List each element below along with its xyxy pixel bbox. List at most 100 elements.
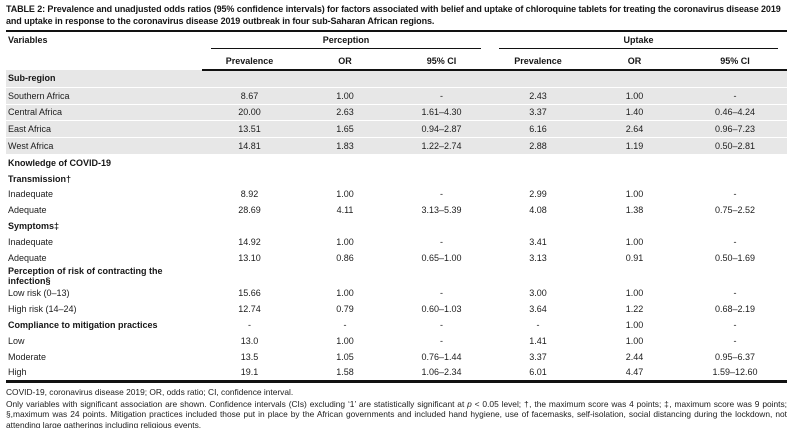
cell-value: 0.91 xyxy=(625,252,644,263)
cell-value: 3.37 xyxy=(490,104,587,122)
cell-value xyxy=(683,266,787,286)
cell-value: 3.13 xyxy=(529,252,547,263)
row-label: Inadequate xyxy=(8,236,54,247)
cell-value: 1.00 xyxy=(625,288,644,299)
cell-value: - xyxy=(393,87,491,105)
cell-value xyxy=(586,154,683,170)
cell-value: 2.63 xyxy=(297,104,393,122)
cell-value: 3.64 xyxy=(529,304,547,315)
cell-value: 3.13–5.39 xyxy=(421,205,462,216)
table-body: Sub-region Southern Africa 8.67 1.00-2.43 1.… xyxy=(6,70,788,384)
row-label: West Africa xyxy=(6,137,202,155)
data-row: Inadequate 8.92 1.00 - 2.99 1.00 - xyxy=(6,187,787,203)
cell-value: 15.66 xyxy=(238,288,261,299)
cell-value xyxy=(297,154,393,170)
cell-value: 0.50–2.81 xyxy=(683,137,788,155)
data-row: West Africa 14.81 1.83 1.22–2.74 2.88 1.19 0.5… xyxy=(6,137,788,155)
data-row: Adequate 28.69 4.11 3.13–5.39 4.08 1.38 0.75–2… xyxy=(6,202,787,218)
uptake-group-label: Uptake xyxy=(499,35,779,49)
cell-value: 0.86 xyxy=(336,252,354,263)
cell-value: 2.43 xyxy=(490,87,587,105)
section-row: Knowledge of COVID-19 xyxy=(6,154,787,170)
row-label: Southern Africa xyxy=(6,87,202,105)
data-row: Moderate 13.5 1.05 0.76–1.44 3.37 2.44 0.95–6.… xyxy=(6,349,787,365)
cell-value: 1.00 xyxy=(297,87,393,105)
cell-value xyxy=(683,218,787,234)
cell-value xyxy=(683,154,787,170)
cell-value xyxy=(393,171,490,187)
data-row: High risk (14–24) 12.74 0.79 0.60–1.03 3.64 1… xyxy=(6,301,787,317)
cell-value xyxy=(490,171,586,187)
cell-value xyxy=(490,218,586,234)
cell-value: 13.51 xyxy=(202,120,297,139)
cell-value: 0.76–1.44 xyxy=(421,351,462,362)
row-label: Low xyxy=(8,335,25,346)
section-row: Transmission† xyxy=(6,171,787,187)
cell-value: - xyxy=(440,320,443,331)
cell-value: 1.83 xyxy=(297,137,393,155)
cell-value: 20.00 xyxy=(202,104,297,122)
cell-value: - xyxy=(248,320,251,331)
cell-value: 8.92 xyxy=(240,189,259,200)
cell-value xyxy=(297,171,393,187)
cell-value: 6.01 xyxy=(490,364,587,384)
row-label: Adequate xyxy=(8,205,47,216)
cell-value: 3.00 xyxy=(529,288,547,299)
cell-value: 2.99 xyxy=(529,189,547,200)
cell-value: 2.88 xyxy=(490,137,587,155)
section-row: Symptoms‡ xyxy=(6,218,787,234)
row-label: Low risk (0–13) xyxy=(8,288,70,299)
data-row: Inadequate 14.92 1.00 - 3.41 1.00 - xyxy=(6,234,787,250)
cell-value: 3.41 xyxy=(529,236,547,247)
cell-value: 1.41 xyxy=(529,335,547,346)
cell-value: - xyxy=(733,288,737,299)
cell-value: 14.92 xyxy=(238,236,261,247)
cell-value: 13.0 xyxy=(240,335,259,346)
cell-value: 0.60–1.03 xyxy=(421,304,462,315)
cell-value: 1.00 xyxy=(625,236,644,247)
cell-value: 1.05 xyxy=(336,351,354,362)
cell-value xyxy=(297,218,393,234)
cell-value: 4.08 xyxy=(529,205,547,216)
section-row: Compliance to mitigation practices - - - - 1.… xyxy=(6,317,787,333)
cell-value xyxy=(586,266,683,286)
cell-value: 0.75–2.52 xyxy=(715,205,756,216)
cell-value: - xyxy=(440,335,443,346)
abbreviations-footnote: COVID-19, coronavirus disease 2019; OR, … xyxy=(6,387,294,398)
data-row: Southern Africa 8.67 1.00-2.43 1.00- xyxy=(6,87,788,105)
cell-value: 0.96–7.23 xyxy=(683,120,788,139)
cell-value: 8.67 xyxy=(202,87,297,105)
cell-value: 1.61–4.30 xyxy=(393,104,491,122)
cell-value: 0.94–2.87 xyxy=(393,120,491,139)
row-label: Inadequate xyxy=(8,189,54,200)
cell-value: 1.00 xyxy=(336,189,354,200)
data-row: Low 13.0 1.00 - 1.41 1.00 - xyxy=(6,333,787,349)
group-header-row: Variables Perception Uptake xyxy=(6,31,787,50)
cell-value: 28.69 xyxy=(238,205,261,216)
cell-value xyxy=(202,218,297,234)
cell-value: - xyxy=(733,335,737,346)
table-title: TABLE 2: Prevalence and unadjusted odds … xyxy=(6,4,781,26)
cell-value: 12.74 xyxy=(238,304,261,315)
cell-value: 1.00 xyxy=(586,87,684,105)
sub-header-row: Prevalence OR 95% CI Prevalence OR 95% C… xyxy=(6,50,788,71)
footnote-p-italic: p xyxy=(467,398,472,409)
cell-value: 0.68–2.19 xyxy=(715,304,756,315)
cell-value: 3.37 xyxy=(529,351,547,362)
results-table: Variables Perception Uptake Prevalence O… xyxy=(6,30,788,384)
data-row: Central Africa 20.00 2.63 1.61–4.30 3.37 1.40… xyxy=(6,104,788,122)
cell-value: - xyxy=(733,236,737,247)
cell-value: 1.00 xyxy=(336,288,354,299)
cell-value: 1.22 xyxy=(625,304,644,315)
row-label: High risk (14–24) xyxy=(8,304,77,315)
data-row: High 19.1 1.58 1.06–2.34 6.01 4.47 1.59–12.60 xyxy=(6,364,788,384)
cell-value xyxy=(202,171,297,187)
cell-value xyxy=(683,171,787,187)
cell-value: 1.65 xyxy=(297,120,393,139)
cell-value: 0.65–1.00 xyxy=(421,252,462,263)
cell-value: - xyxy=(733,320,737,331)
perception-or-header: OR xyxy=(297,50,393,71)
perception-group-label: Perception xyxy=(211,35,482,49)
cell-value: 1.00 xyxy=(336,236,354,247)
